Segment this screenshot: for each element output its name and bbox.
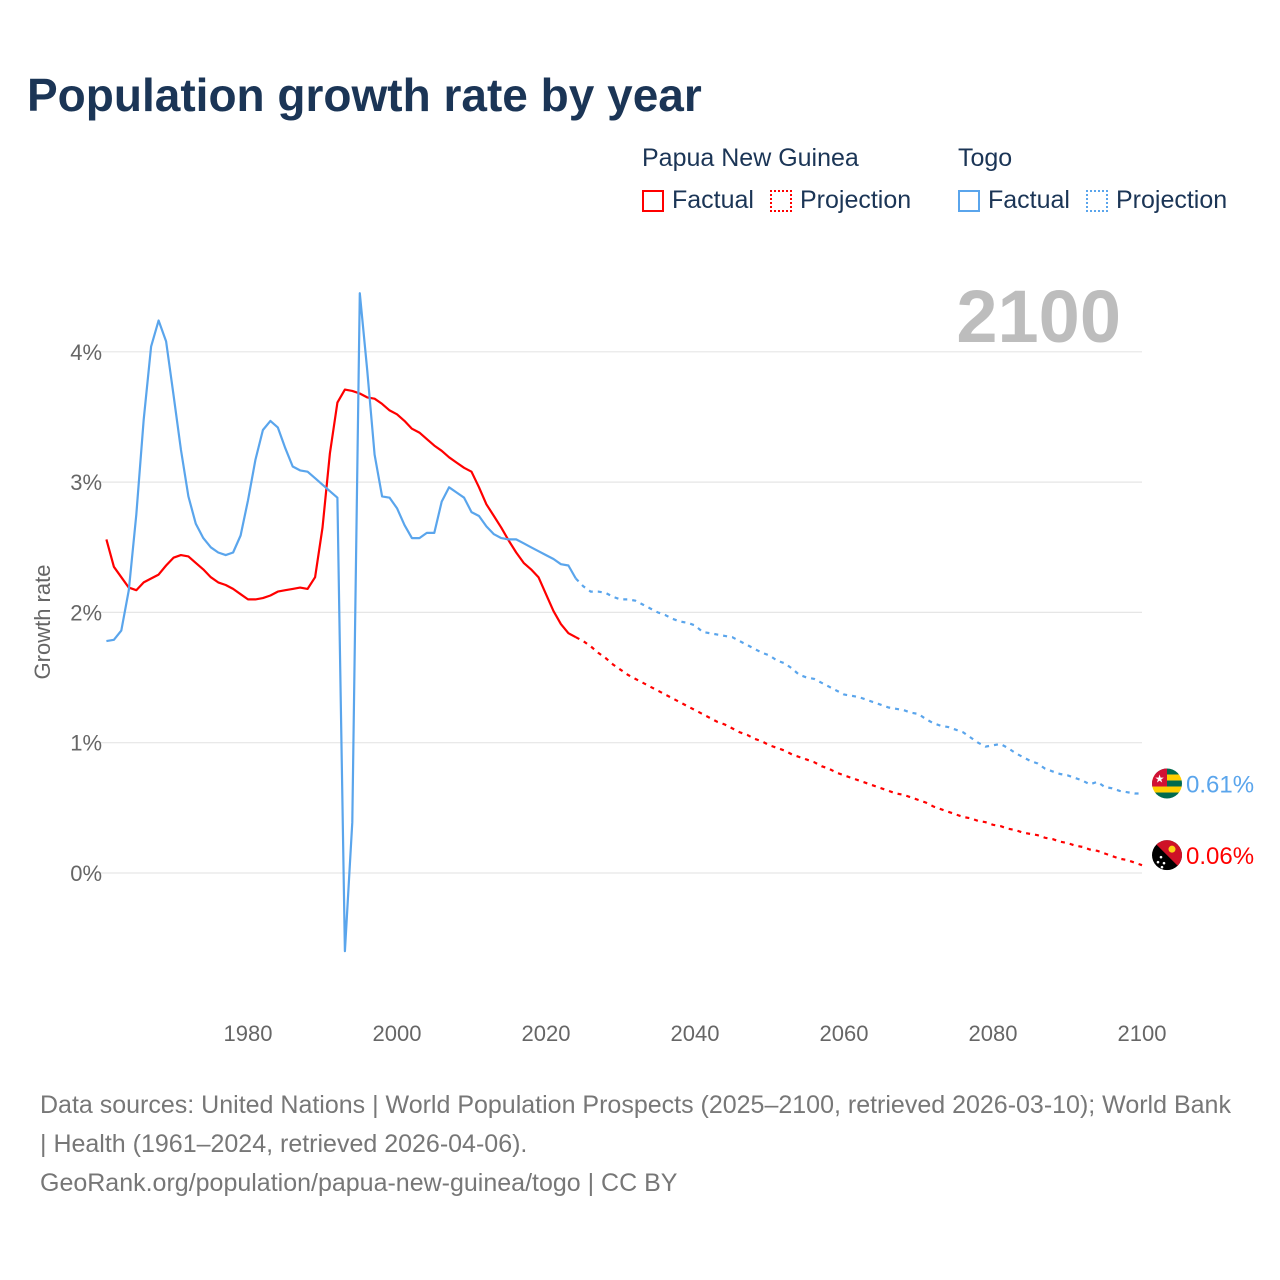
legend-group-title: Papua New Guinea bbox=[642, 144, 859, 172]
legend-swatch-solid bbox=[642, 189, 664, 212]
y-tick-label: 3% bbox=[70, 470, 102, 495]
series-line-factual-1 bbox=[106, 292, 577, 953]
series-line-projection-1 bbox=[575, 577, 1142, 795]
legend-label: Factual bbox=[672, 186, 754, 214]
papua-new-guinea-flag-icon bbox=[1152, 840, 1182, 871]
x-tick-label: 2100 bbox=[1118, 1021, 1167, 1046]
legend-group-togo: Togo bbox=[958, 144, 1012, 173]
data-sources: Data sources: United Nations | World Pop… bbox=[40, 1091, 1231, 1158]
x-tick-label: 2040 bbox=[671, 1021, 720, 1046]
series-line-projection-0 bbox=[575, 636, 1143, 867]
y-axis-title: Growth rate bbox=[30, 565, 55, 680]
legend-item-png-factual[interactable]: Factual bbox=[642, 186, 754, 215]
legend-swatch-dotted bbox=[1085, 189, 1108, 212]
togo-flag-icon: ★ bbox=[1152, 768, 1182, 799]
x-tick-label: 2020 bbox=[522, 1021, 571, 1046]
x-tick-label: 2060 bbox=[820, 1021, 869, 1046]
current-year-label: 2100 bbox=[956, 275, 1121, 358]
legend-label: Projection bbox=[799, 186, 912, 214]
x-tick-label: 2080 bbox=[969, 1021, 1018, 1046]
legend-label: Factual bbox=[988, 186, 1070, 214]
end-value-label: 0.61% bbox=[1186, 772, 1254, 799]
legend-item-togo-factual[interactable]: Factual bbox=[958, 186, 1070, 215]
x-tick-label: 2000 bbox=[373, 1021, 422, 1046]
x-tick-label: 1980 bbox=[224, 1021, 273, 1046]
y-tick-label: 2% bbox=[70, 600, 102, 625]
legend-group-title: Togo bbox=[958, 144, 1013, 172]
series-line-factual-0 bbox=[105, 388, 577, 639]
chart-title: Population growth rate by year bbox=[27, 69, 702, 121]
legend-swatch-dotted bbox=[769, 189, 792, 212]
footer: Data sources: United Nations | World Pop… bbox=[40, 1086, 1240, 1203]
end-value-label: 0.06% bbox=[1186, 843, 1254, 870]
legend-swatch-solid bbox=[958, 189, 980, 212]
credit-link[interactable]: GeoRank.org/population/papua-new-guinea/… bbox=[40, 1169, 678, 1197]
legend-row-png: Factual Projection bbox=[642, 186, 927, 215]
legend-row-togo: Factual Projection bbox=[958, 186, 1243, 215]
y-tick-label: 4% bbox=[70, 340, 102, 365]
legend-group-png: Papua New Guinea bbox=[642, 144, 859, 173]
y-tick-label: 1% bbox=[70, 731, 102, 756]
legend-item-png-projection[interactable]: Projection bbox=[769, 186, 912, 215]
legend-label: Projection bbox=[1115, 186, 1228, 214]
legend-item-togo-projection[interactable]: Projection bbox=[1085, 186, 1228, 215]
svg-text:★: ★ bbox=[1155, 774, 1165, 786]
y-tick-label: 0% bbox=[70, 861, 102, 886]
